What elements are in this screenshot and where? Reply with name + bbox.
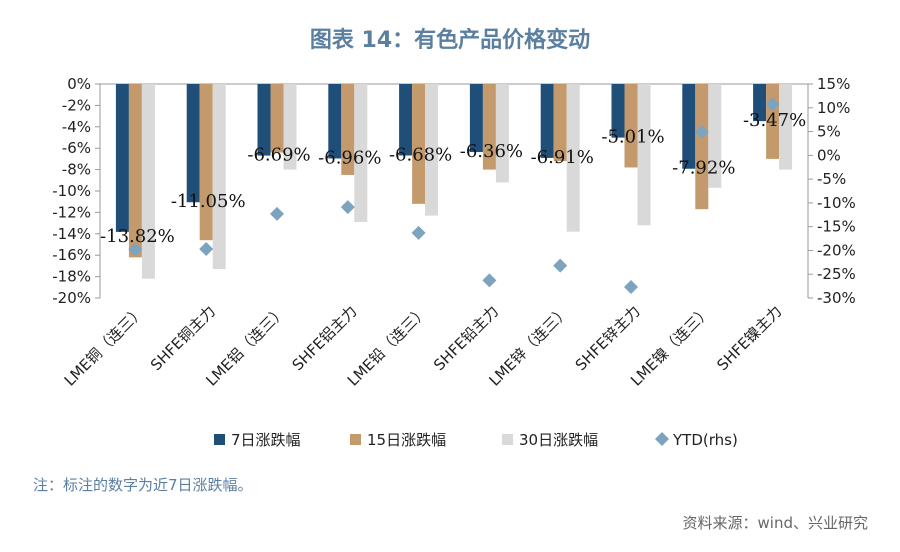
bar-2-1 [128,84,142,258]
right-tick-label: 15% [817,75,850,93]
category-label-1: LME铜（连三） [61,302,149,390]
left-tick-label: -20% [52,289,91,307]
bar-3-5 [425,84,439,216]
bar-2-3 [270,84,284,153]
category-label-10: SHFE镍主力 [713,302,785,374]
data-label-6: -6.36% [460,141,523,162]
right-tick-label: 0% [817,146,841,164]
ytd-point-4 [340,200,355,215]
bar-1-10 [753,84,767,122]
bar-2-6 [482,84,496,170]
left-tick-label: -2% [62,96,91,114]
bar-3-8 [637,84,651,226]
left-tick-label: -4% [62,118,91,136]
legend-label-1: 7日涨跌幅 [231,431,301,449]
legend-swatch-1 [214,434,225,445]
left-tick-label: -8% [62,161,91,179]
bar-2-7 [553,84,567,162]
left-tick-label: -10% [52,182,91,200]
bar-3-10 [779,84,793,170]
right-tick-label: 5% [817,123,841,141]
bar-1-1 [115,84,129,232]
right-tick-label: -5% [817,170,846,188]
ytd-point-6 [482,273,497,288]
data-label-5: -6.68% [389,144,452,165]
right-tick-label: 10% [817,99,850,117]
legend-label-2: 15日涨跌幅 [367,431,446,449]
bar-3-3 [283,84,297,170]
ytd-point-2 [199,242,214,257]
bar-1-8 [611,84,625,138]
bar-2-5 [412,84,426,204]
bar-3-7 [566,84,580,232]
category-label-6: SHFE铅主力 [430,302,502,374]
left-tick-label: -12% [52,203,91,221]
data-label-8: -5.01% [601,127,664,148]
bar-3-4 [354,84,368,223]
bar-1-3 [257,84,271,156]
chart-title: 图表 14：有色产品价格变动 [309,28,591,53]
data-label-10: -3.47% [743,110,806,131]
ytd-point-5 [411,225,426,240]
ytd-point-1 [128,242,143,257]
left-tick-label: -14% [52,225,91,243]
data-label-9: -7.92% [672,158,735,179]
bar-2-8 [624,84,638,168]
bar-1-7 [540,84,554,158]
bar-1-2 [186,84,200,203]
bar-2-4 [341,84,355,175]
bar-1-9 [682,84,696,169]
bar-1-4 [328,84,342,159]
bar-3-1 [141,84,155,279]
chart-note: 注：标注的数字为近7日涨跌幅。 [33,476,253,494]
bar-2-2 [199,84,213,241]
legend-label-3: 30日涨跌幅 [519,431,598,449]
right-tick-label: -10% [817,194,856,212]
ytd-point-10 [765,96,780,111]
right-tick-label: -20% [817,241,856,259]
data-label-7: -6.91% [531,147,594,168]
legend-swatch-2 [350,434,361,445]
legend-swatch-4 [655,432,669,446]
right-tick-label: -30% [817,289,856,307]
ytd-point-7 [553,258,568,273]
legend-swatch-3 [502,434,513,445]
legend-label-4: YTD(rhs) [672,431,738,449]
ytd-point-9 [694,125,709,140]
right-tick-label: -15% [817,218,856,236]
left-tick-label: -16% [52,246,91,264]
ytd-point-8 [624,280,638,295]
category-label-4: SHFE铝主力 [289,302,361,374]
data-label-3: -6.69% [247,145,310,166]
bar-1-6 [469,84,483,153]
right-tick-label: -25% [817,265,856,283]
left-tick-label: -6% [62,139,91,157]
category-label-8: SHFE锌主力 [572,302,644,374]
ytd-point-3 [270,206,284,221]
data-label-4: -6.96% [318,147,381,168]
data-label-2: -11.05% [171,191,246,212]
chart-source: 资料来源：wind、兴业研究 [682,514,868,532]
bar-3-2 [212,84,226,270]
left-tick-label: -18% [52,268,91,286]
left-tick-label: 0% [67,75,91,93]
data-label-1: -13.82% [100,226,175,247]
bar-2-9 [695,84,709,210]
category-label-2: SHFE铜主力 [147,302,219,374]
bar-3-9 [708,84,722,188]
bar-3-6 [495,84,509,183]
bar-1-5 [399,84,413,156]
